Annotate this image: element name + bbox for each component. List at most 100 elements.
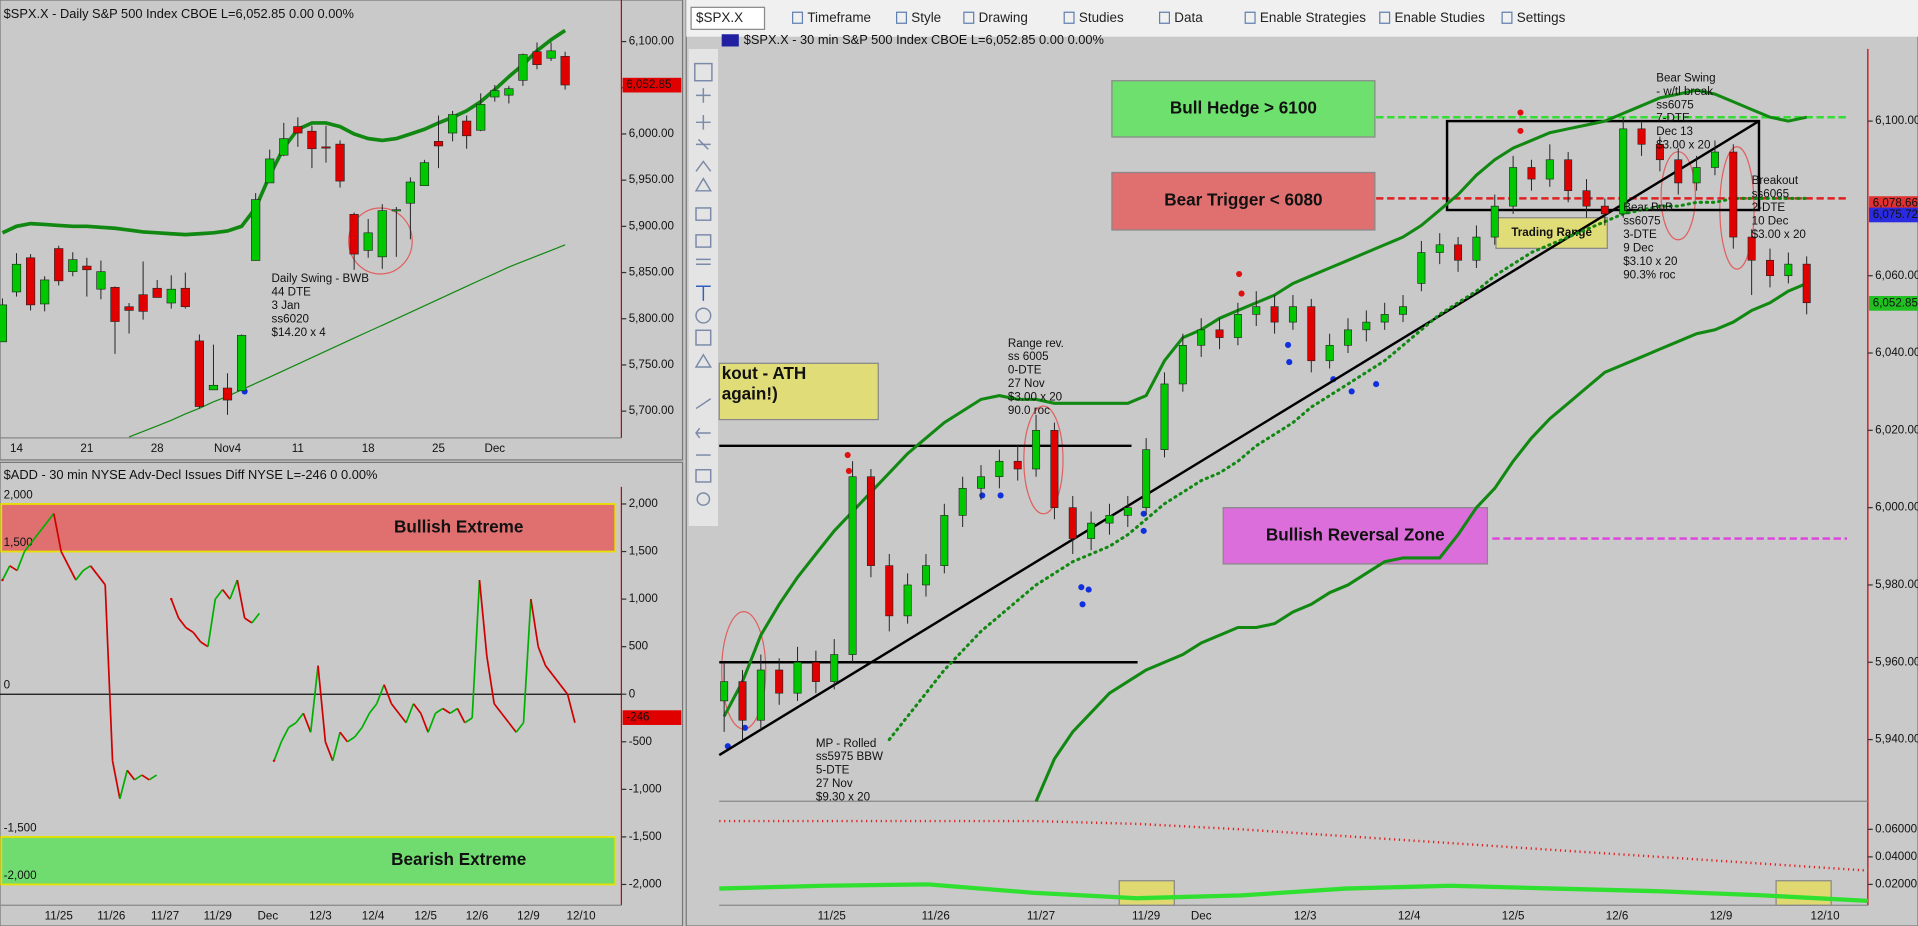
candle-body bbox=[1362, 321, 1371, 331]
candle-body bbox=[1435, 244, 1444, 253]
candle-body bbox=[110, 287, 120, 322]
toolbar bbox=[686, 0, 1918, 37]
x-tick-label: Dec bbox=[258, 909, 279, 922]
candle-body bbox=[1380, 314, 1389, 323]
add-segment bbox=[280, 727, 290, 743]
price-tag-label: -246 bbox=[626, 711, 649, 724]
signal-dot bbox=[997, 492, 1004, 499]
annotation: 90.0 roc bbox=[1008, 404, 1050, 417]
add-segment bbox=[324, 741, 334, 762]
candle-body bbox=[54, 248, 64, 282]
highlight-ellipse bbox=[1023, 405, 1064, 515]
symbol-box[interactable] bbox=[690, 6, 766, 30]
candle-body bbox=[1582, 190, 1591, 207]
tool-icon[interactable] bbox=[694, 62, 713, 82]
annotation: $3.00 x 20 bbox=[1008, 391, 1062, 404]
toolbar-item[interactable]: Style bbox=[911, 10, 941, 25]
candle-body bbox=[1490, 205, 1499, 238]
toolbar-item[interactable]: Studies bbox=[1079, 10, 1124, 25]
tool-icon[interactable] bbox=[696, 138, 711, 150]
y-tick-label: 5,750.00 bbox=[629, 358, 674, 371]
add-segment bbox=[419, 712, 429, 733]
price-tag bbox=[1869, 296, 1918, 311]
add-segment bbox=[522, 599, 532, 723]
y-tick-label: -1,000 bbox=[629, 782, 662, 795]
annotation: 0-DTE bbox=[1008, 364, 1042, 377]
tool-icons[interactable] bbox=[694, 62, 713, 506]
candle-body bbox=[1692, 167, 1701, 184]
x-tick-label: 11/29 bbox=[1132, 909, 1160, 922]
annotation: $9.30 x 20 bbox=[816, 791, 870, 804]
tool-icon[interactable] bbox=[695, 468, 712, 483]
zone bbox=[0, 503, 617, 553]
candle-body bbox=[1527, 167, 1536, 180]
add-segment bbox=[508, 722, 517, 733]
annotation: 3 Jan bbox=[272, 299, 300, 312]
add-segment bbox=[185, 626, 194, 634]
x-tick-label: 12/4 bbox=[362, 909, 385, 922]
y-tick-label: 5,950.00 bbox=[629, 173, 674, 186]
tool-icon[interactable] bbox=[696, 285, 711, 301]
price-tag bbox=[1869, 196, 1918, 211]
x-tick-label: 12/4 bbox=[1398, 909, 1421, 922]
toolbar-item[interactable]: Drawing bbox=[979, 10, 1028, 25]
tool-icon[interactable] bbox=[695, 427, 711, 439]
add-segment bbox=[126, 769, 136, 781]
zone-box bbox=[1111, 80, 1376, 138]
toolbar-item[interactable]: Enable Studies bbox=[1394, 10, 1485, 25]
candle-body bbox=[40, 279, 50, 305]
candle-body bbox=[1399, 306, 1408, 315]
toolbar-item[interactable]: Settings bbox=[1517, 10, 1566, 25]
add-segment bbox=[67, 565, 77, 581]
candle-body bbox=[208, 384, 219, 391]
toolbar-item[interactable]: Data bbox=[1174, 10, 1203, 25]
tool-icon[interactable] bbox=[694, 177, 712, 192]
x-tick-label: Dec bbox=[484, 442, 505, 455]
add-segment bbox=[141, 774, 150, 781]
candle-body bbox=[720, 681, 729, 702]
candle-body bbox=[775, 669, 784, 694]
indicator-line bbox=[719, 882, 1868, 904]
annotation: ss6075 bbox=[1623, 214, 1660, 227]
signal-dot bbox=[1517, 127, 1524, 134]
annotation: ss6075 bbox=[1656, 98, 1693, 111]
tool-icon[interactable] bbox=[696, 492, 711, 506]
tool-icon[interactable] bbox=[694, 353, 712, 368]
tool-icon[interactable] bbox=[695, 307, 712, 324]
y-tick-label: -500 bbox=[629, 735, 652, 748]
candle-body bbox=[448, 114, 458, 134]
candle-body bbox=[1252, 306, 1261, 315]
toolbar-item[interactable]: Timeframe bbox=[807, 10, 871, 25]
candle-body bbox=[1233, 314, 1242, 338]
add-point bbox=[272, 759, 276, 763]
y-tick-label: 1,500 bbox=[629, 545, 658, 558]
tool-icon[interactable] bbox=[695, 160, 712, 172]
zone-box-label: Bear Trigger < 6080 bbox=[1164, 191, 1322, 210]
x-tick-label: Nov4 bbox=[214, 442, 242, 455]
add-segment bbox=[354, 726, 363, 738]
add-segment bbox=[390, 703, 400, 714]
candle-body bbox=[532, 51, 542, 65]
tool-icon[interactable] bbox=[695, 398, 712, 410]
symbol-input[interactable]: $SPX.X bbox=[696, 10, 743, 25]
candle-body bbox=[1766, 259, 1774, 277]
signal-dot bbox=[1085, 586, 1092, 593]
add-segment bbox=[500, 712, 510, 724]
candle-body bbox=[830, 654, 839, 682]
candle-body bbox=[1288, 306, 1297, 323]
candle-body bbox=[293, 126, 303, 134]
tool-icon[interactable] bbox=[696, 258, 711, 265]
indicator-highlight bbox=[1118, 880, 1175, 906]
x-tick-label: 11/27 bbox=[151, 909, 179, 922]
tool-icon[interactable] bbox=[695, 207, 712, 221]
x-tick-label: Dec bbox=[1191, 909, 1212, 922]
tool-icon[interactable] bbox=[696, 114, 711, 130]
candle-body bbox=[1454, 244, 1463, 261]
tool-icon[interactable] bbox=[695, 329, 712, 346]
candle-body bbox=[405, 181, 415, 204]
tool-icon[interactable] bbox=[695, 234, 712, 248]
tool-icon[interactable] bbox=[696, 88, 711, 103]
price-tag-label: 6,075.72 bbox=[1873, 208, 1918, 221]
y-tick-label: 1,000 bbox=[629, 592, 658, 605]
toolbar-item[interactable]: Enable Strategies bbox=[1260, 10, 1366, 25]
